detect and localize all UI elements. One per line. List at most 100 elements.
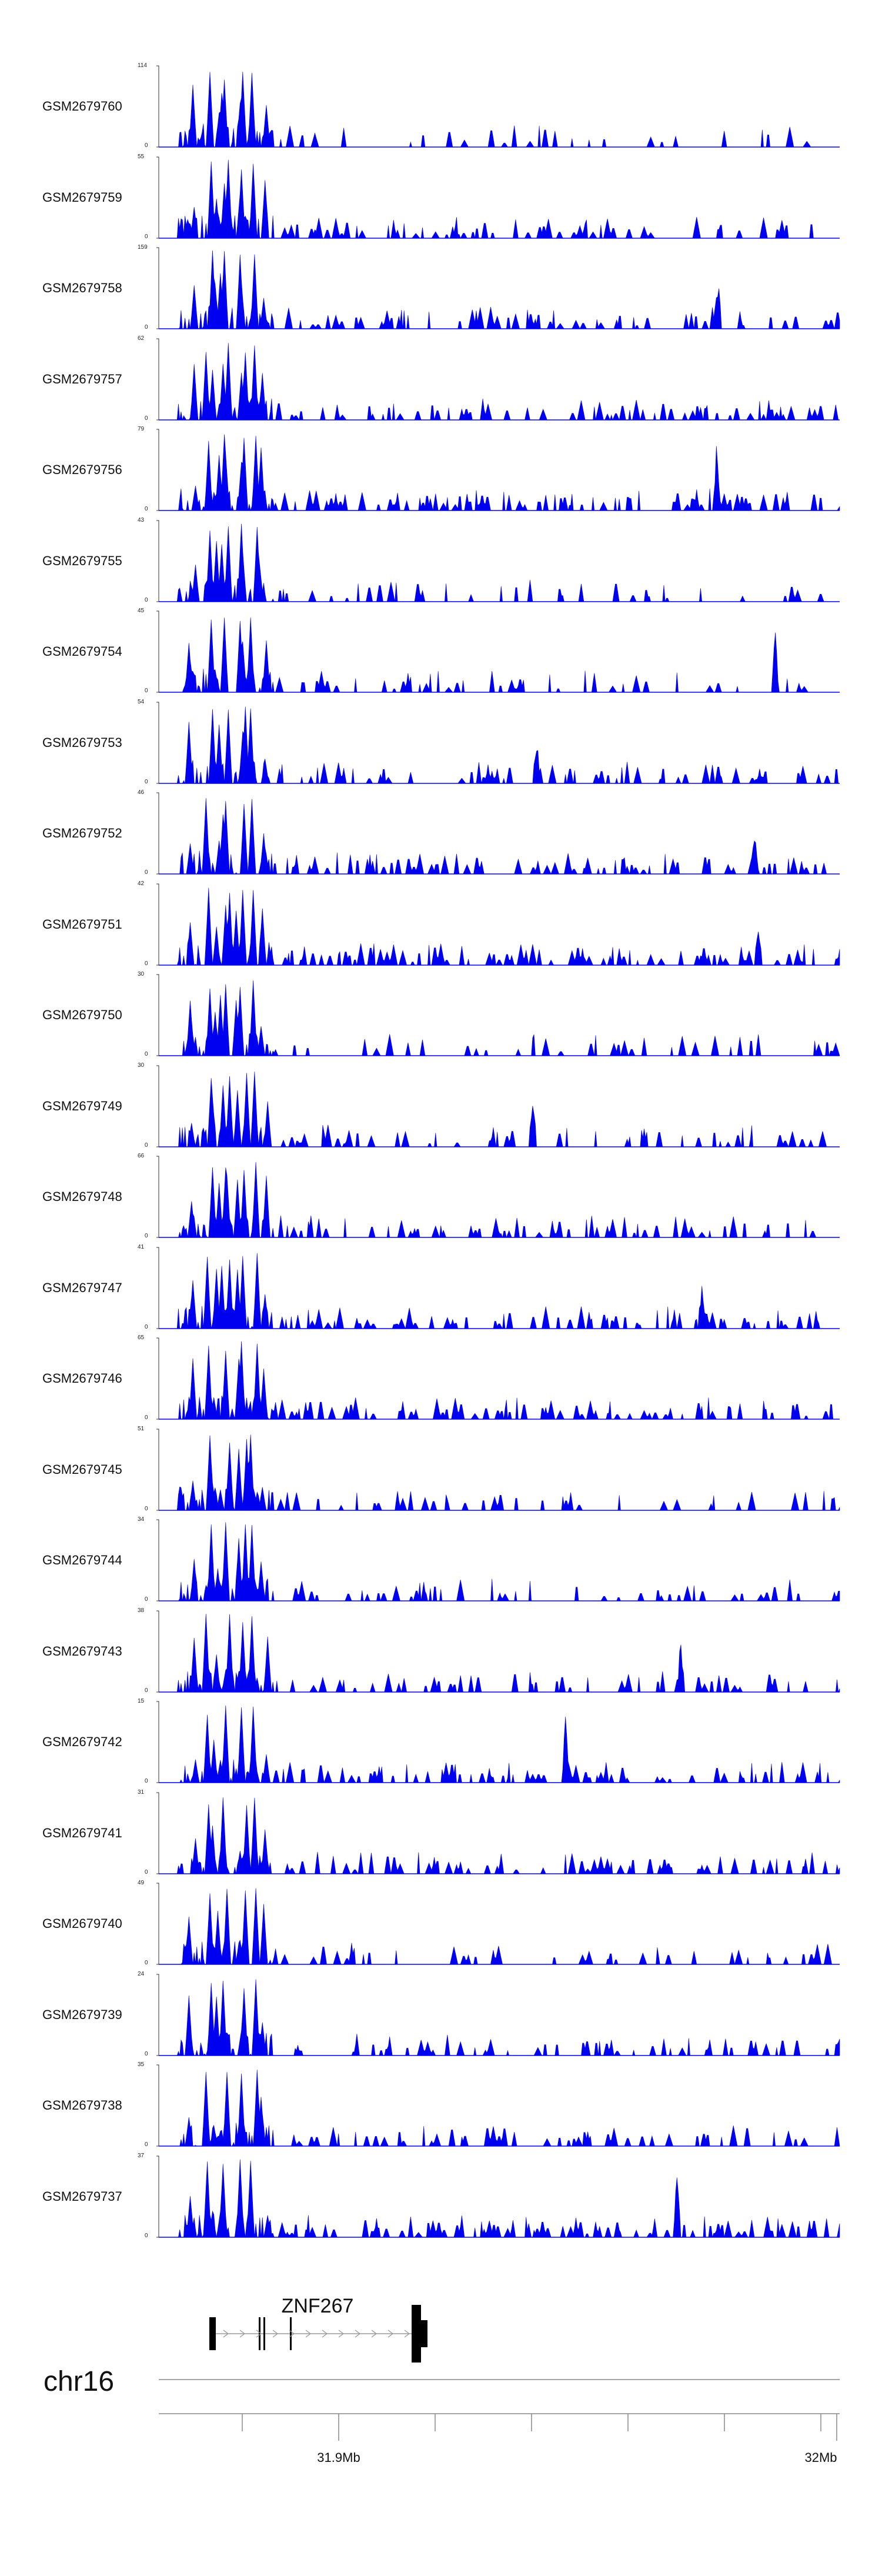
axis-tick-label: 31.9Mb	[317, 2450, 360, 2465]
y-axis-line	[156, 520, 159, 602]
y-axis-line	[156, 1883, 159, 1965]
y-min-label: 0	[145, 1233, 148, 1239]
track-label: GSM2679749	[42, 1098, 122, 1113]
y-min-label: 0	[145, 778, 148, 785]
strand-arrow	[289, 2330, 295, 2338]
strand-arrow	[256, 2330, 262, 2338]
coverage-area	[159, 2159, 840, 2238]
y-min-label: 0	[145, 1596, 148, 1603]
y-min-label: 0	[145, 688, 148, 694]
coverage-plot	[156, 338, 840, 421]
y-max-label: 54	[138, 698, 145, 705]
y-max-label: 41	[138, 1243, 145, 1250]
y-max-label: 55	[138, 153, 145, 160]
y-axis-line	[156, 1519, 159, 1601]
y-max-label: 42	[138, 880, 145, 887]
coverage-plot	[156, 974, 840, 1057]
track-label: GSM2679744	[42, 1553, 122, 1567]
coverage-plot	[156, 1247, 840, 1329]
y-axis-line	[156, 1792, 159, 1874]
track-label: GSM2679741	[42, 1825, 122, 1840]
gene-exon	[209, 2317, 215, 2350]
y-min-label: 0	[145, 960, 148, 967]
y-axis-line	[156, 792, 159, 875]
coverage-plot	[156, 247, 840, 330]
track-label: GSM2679757	[42, 371, 122, 386]
track-label: GSM2679751	[42, 916, 122, 932]
y-axis-line	[156, 1701, 159, 1783]
gene-exon	[290, 2317, 292, 2350]
track-label: GSM2679740	[42, 1916, 122, 1931]
track-label: GSM2679754	[42, 644, 122, 659]
y-max-label: 43	[138, 516, 145, 523]
y-min-label: 0	[145, 1414, 148, 1421]
coverage-plot	[156, 2064, 840, 2147]
y-axis-line	[156, 883, 159, 965]
y-max-label: 66	[138, 1153, 145, 1159]
coverage-plot	[156, 1610, 840, 1693]
gene-exon	[259, 2317, 260, 2350]
y-axis-line	[156, 2064, 159, 2147]
y-max-label: 114	[138, 62, 147, 69]
y-min-label: 0	[145, 324, 148, 331]
coverage-plot	[156, 1883, 840, 1965]
y-axis-line	[156, 1429, 159, 1510]
y-min-label: 0	[145, 1687, 148, 1694]
y-max-label: 62	[138, 335, 145, 342]
y-max-label: 15	[138, 1698, 145, 1704]
coverage-plot	[156, 156, 840, 239]
y-max-label: 45	[138, 608, 145, 614]
y-axis-line	[156, 610, 159, 693]
coverage-plot	[156, 1337, 840, 1420]
y-axis-line	[156, 1156, 159, 1238]
coverage-plot	[156, 792, 840, 875]
track-label: GSM2679745	[42, 1461, 122, 1477]
coverage-plot	[156, 2155, 840, 2238]
y-min-label: 0	[145, 2141, 148, 2148]
y-min-label: 0	[145, 596, 148, 603]
y-axis-line	[156, 974, 159, 1056]
y-max-label: 51	[138, 1425, 145, 1432]
coverage-plot	[156, 1701, 840, 1784]
coverage-plot	[156, 1156, 840, 1239]
y-axis-line	[156, 247, 159, 329]
strand-arrow	[338, 2330, 345, 2338]
coverage-plot	[156, 429, 840, 511]
y-min-label: 0	[145, 1778, 148, 1784]
strand-arrow	[322, 2330, 328, 2338]
coverage-area	[159, 887, 840, 966]
track-label: GSM2679758	[42, 281, 122, 295]
strand-arrow	[404, 2330, 410, 2338]
track-label: GSM2679742	[42, 1734, 122, 1749]
y-max-label: 30	[138, 971, 145, 977]
y-min-label: 0	[145, 2232, 148, 2239]
gene-exon	[263, 2317, 265, 2350]
coverage-plot	[156, 702, 840, 784]
y-min-label: 0	[145, 1960, 148, 1966]
y-max-label: 24	[138, 1970, 145, 1977]
strand-arrow	[387, 2330, 394, 2338]
y-min-label: 0	[145, 869, 148, 876]
track-label: GSM2679748	[42, 1189, 122, 1204]
track-label: GSM2679750	[42, 1007, 122, 1022]
y-axis-line	[156, 1610, 159, 1692]
track-label: GSM2679738	[42, 2098, 122, 2113]
track-label: GSM2679756	[42, 462, 122, 477]
track-label: GSM2679743	[42, 1643, 122, 1659]
gene-exon	[214, 2317, 216, 2350]
coverage-plot	[156, 883, 840, 966]
coverage-plot	[156, 1974, 840, 2056]
y-min-label: 0	[145, 1323, 148, 1330]
track-label: GSM2679753	[42, 735, 122, 750]
coverage-plot	[156, 1792, 840, 1874]
track-label: GSM2679747	[42, 1280, 122, 1295]
chromosome-label: chr16	[44, 2366, 115, 2397]
y-min-label: 0	[145, 506, 148, 512]
track-label: GSM2679737	[42, 2188, 122, 2204]
y-axis-line	[156, 1974, 159, 2056]
track-label: GSM2679752	[42, 826, 122, 840]
strand-arrow	[223, 2330, 229, 2338]
y-axis-line	[156, 702, 159, 783]
